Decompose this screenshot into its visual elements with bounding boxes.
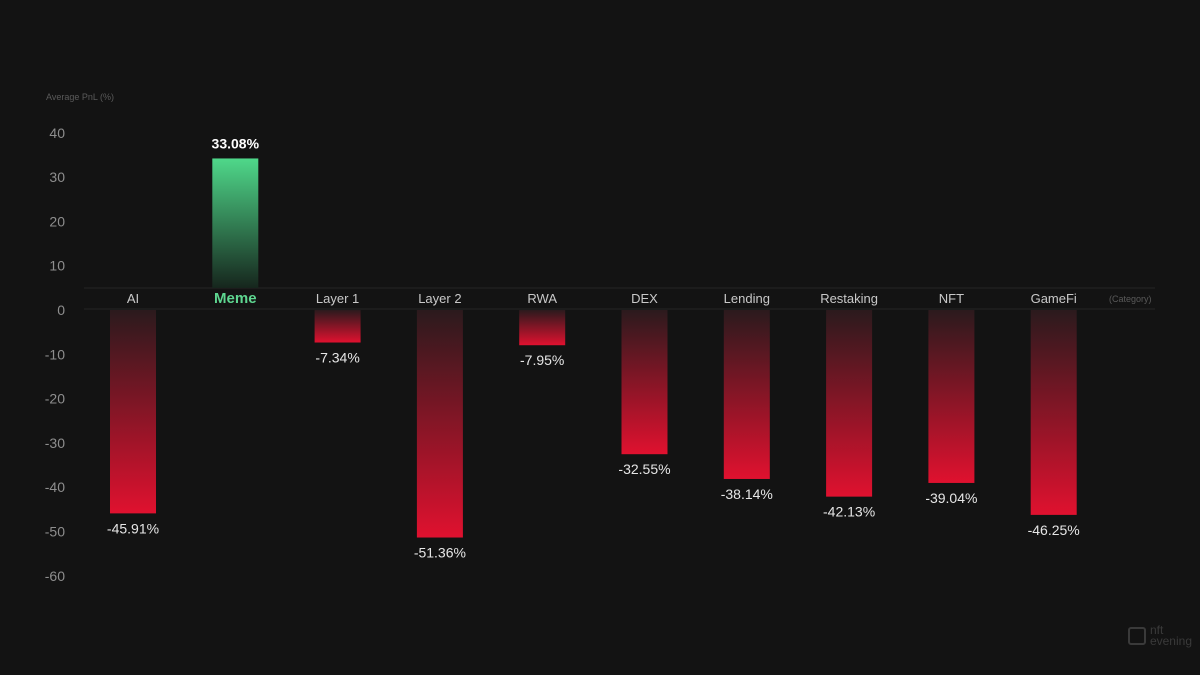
y-tick-label: -40 [45, 479, 65, 495]
data-label-ai: -45.91% [107, 520, 159, 536]
data-labels: -45.91% 33.08% -7.34% -51.36% -7.95% -32.55% -… [107, 135, 1080, 560]
watermark-logo: nft evening [1127, 623, 1192, 648]
data-label-dex: -32.55% [618, 461, 670, 477]
bar-dex [621, 310, 668, 455]
data-label-layer-2: -51.36% [414, 545, 466, 561]
category-label-dex: DEX [631, 291, 658, 306]
y-axis-title: Average PnL (%) [46, 92, 114, 102]
data-label-lending: -38.14% [721, 486, 773, 502]
x-axis-category-labels: AI Meme Layer 1 Layer 2 RWA DEX Lending Restaki… [127, 290, 1077, 307]
y-tick-label: -30 [45, 435, 65, 451]
data-label-restaking: -42.13% [823, 504, 875, 520]
bar-layer-2 [416, 310, 463, 538]
watermark-line-1: nft [1149, 623, 1164, 637]
data-label-layer-1: -7.34% [315, 350, 359, 366]
y-tick-label: -50 [45, 524, 65, 540]
category-label-gamefi: GameFi [1031, 291, 1077, 306]
category-label-rwa: RWA [527, 291, 557, 306]
bar-meme [212, 158, 259, 288]
category-label-nft: NFT [939, 291, 964, 306]
category-label-ai: AI [127, 291, 139, 306]
category-label-layer-1: Layer 1 [316, 291, 359, 306]
watermark-line-2: evening [1149, 634, 1192, 648]
y-tick-label: 10 [49, 258, 65, 274]
bar-rwa [519, 310, 566, 346]
category-label-meme: Meme [214, 290, 257, 307]
x-axis-title: (Category) [1109, 294, 1152, 304]
category-label-restaking: Restaking [820, 291, 878, 306]
y-tick-label: 20 [49, 213, 65, 229]
y-tick-label: -60 [45, 568, 65, 584]
category-label-layer-2: Layer 2 [418, 291, 461, 306]
logo-icon [1127, 627, 1146, 645]
data-label-rwa: -7.95% [520, 352, 564, 368]
y-tick-label: 0 [57, 302, 65, 318]
bar-lending [723, 310, 770, 479]
category-label-lending: Lending [724, 291, 770, 306]
y-axis-ticks: 40 30 20 10 0 -10 -20 -30 -40 -50 -60 [45, 125, 65, 584]
bar-gamefi [1030, 310, 1077, 515]
data-label-nft: -39.04% [925, 490, 977, 506]
bar-series [110, 158, 1077, 538]
bar-layer-1 [314, 310, 361, 343]
data-label-meme: 33.08% [212, 135, 260, 151]
bar-restaking [826, 310, 873, 497]
bar-nft [928, 310, 975, 483]
y-tick-label: 40 [49, 125, 65, 141]
y-tick-label: -10 [45, 346, 65, 362]
y-tick-label: 30 [49, 169, 65, 185]
y-tick-label: -20 [45, 391, 65, 407]
bar-ai [110, 310, 156, 514]
data-label-gamefi: -46.25% [1028, 522, 1080, 538]
